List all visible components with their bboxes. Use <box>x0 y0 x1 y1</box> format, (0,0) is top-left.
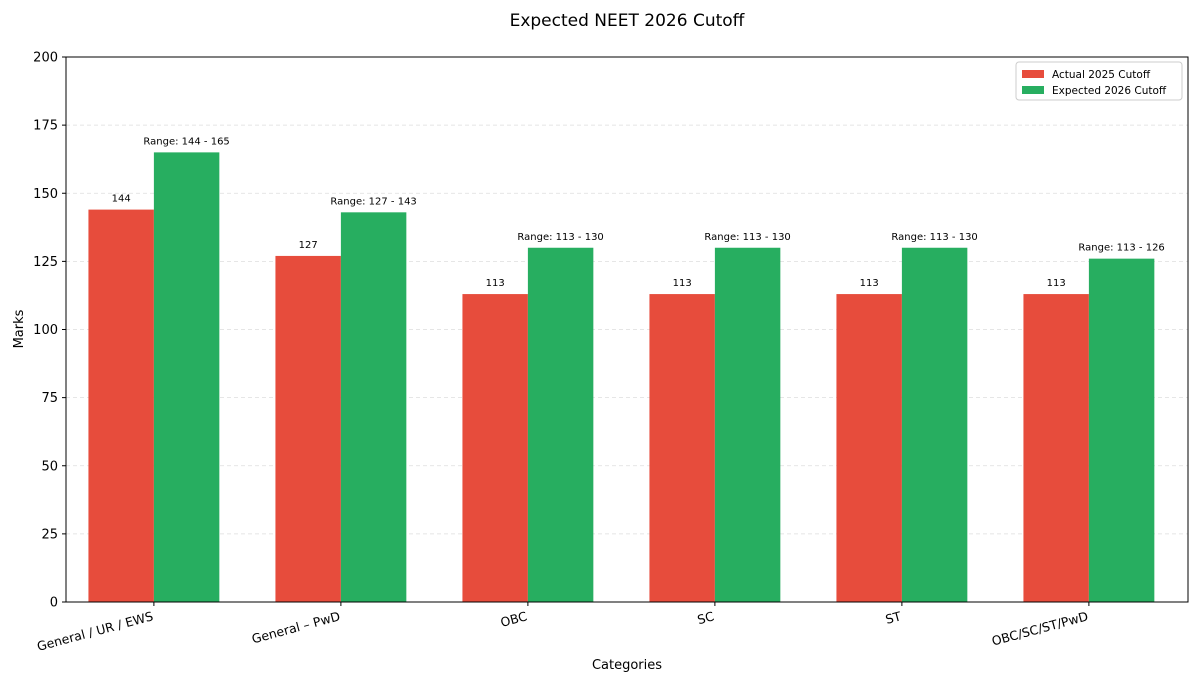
data-label: 113 <box>1047 278 1066 289</box>
y-axis-label: Marks <box>12 309 27 348</box>
data-label: Range: 127 - 143 <box>330 196 416 207</box>
y-tick-label: 25 <box>41 527 58 542</box>
plot-frame <box>65 56 1189 603</box>
x-axis-label: Categories <box>592 658 662 673</box>
bar-actual-2025 <box>275 255 341 603</box>
y-tick-label: 0 <box>50 596 58 611</box>
x-tick-label: SC <box>696 608 716 627</box>
legend-swatch <box>1022 70 1044 78</box>
y-tick-label: 175 <box>33 119 58 134</box>
bar-actual-2025 <box>88 209 154 602</box>
bar-expected-2026 <box>340 212 407 602</box>
y-tick-label: 50 <box>41 459 58 474</box>
y-tick-label: 125 <box>33 255 58 270</box>
bar-actual-2025 <box>462 294 528 602</box>
y-tick-label: 200 <box>33 51 58 66</box>
grid-lines <box>66 124 1188 535</box>
bar-expected-2026 <box>527 247 594 602</box>
legend-box <box>1015 61 1183 101</box>
data-label: 113 <box>486 278 505 289</box>
x-tick-label: OBC/SC/ST/PwD <box>990 608 1090 648</box>
data-label: Range: 113 - 126 <box>1078 243 1164 254</box>
data-label: 144 <box>112 194 131 205</box>
y-tick-label: 75 <box>41 391 58 406</box>
legend-label: Actual 2025 Cutoff <box>1052 69 1151 81</box>
data-label: Range: 113 - 130 <box>517 232 603 243</box>
data-label: 113 <box>860 278 879 289</box>
bars <box>88 152 1155 603</box>
y-tick-label: 100 <box>33 323 58 338</box>
bar-expected-2026 <box>1088 258 1155 602</box>
y-tick-label: 150 <box>33 187 58 202</box>
data-label: 127 <box>299 240 318 251</box>
bar-expected-2026 <box>714 247 781 602</box>
legend-label: Expected 2026 Cutoff <box>1052 85 1167 97</box>
x-tick-label: ST <box>884 608 903 627</box>
data-label: Range: 113 - 130 <box>704 232 790 243</box>
bar-actual-2025 <box>649 294 715 602</box>
data-labels: 144 Range: 144 - 165 127 Range: 127 - 143 11… <box>112 136 1165 289</box>
chart-title: Expected NEET 2026 Cutoff <box>510 11 746 31</box>
legend-swatch <box>1022 86 1044 94</box>
bar-expected-2026 <box>901 247 968 602</box>
bar-actual-2025 <box>1023 294 1089 602</box>
bar-actual-2025 <box>836 294 902 602</box>
x-tick-label: General / UR / EWS <box>35 608 154 653</box>
bar-expected-2026 <box>153 152 220 602</box>
data-label: Range: 144 - 165 <box>143 136 229 147</box>
x-tick-label: OBC <box>499 608 529 630</box>
legend: Actual 2025 Cutoff Expected 2026 Cutoff <box>1015 61 1183 101</box>
x-tick-label: General – PwD <box>250 608 342 646</box>
data-label: Range: 113 - 130 <box>891 232 977 243</box>
data-label: 113 <box>673 278 692 289</box>
